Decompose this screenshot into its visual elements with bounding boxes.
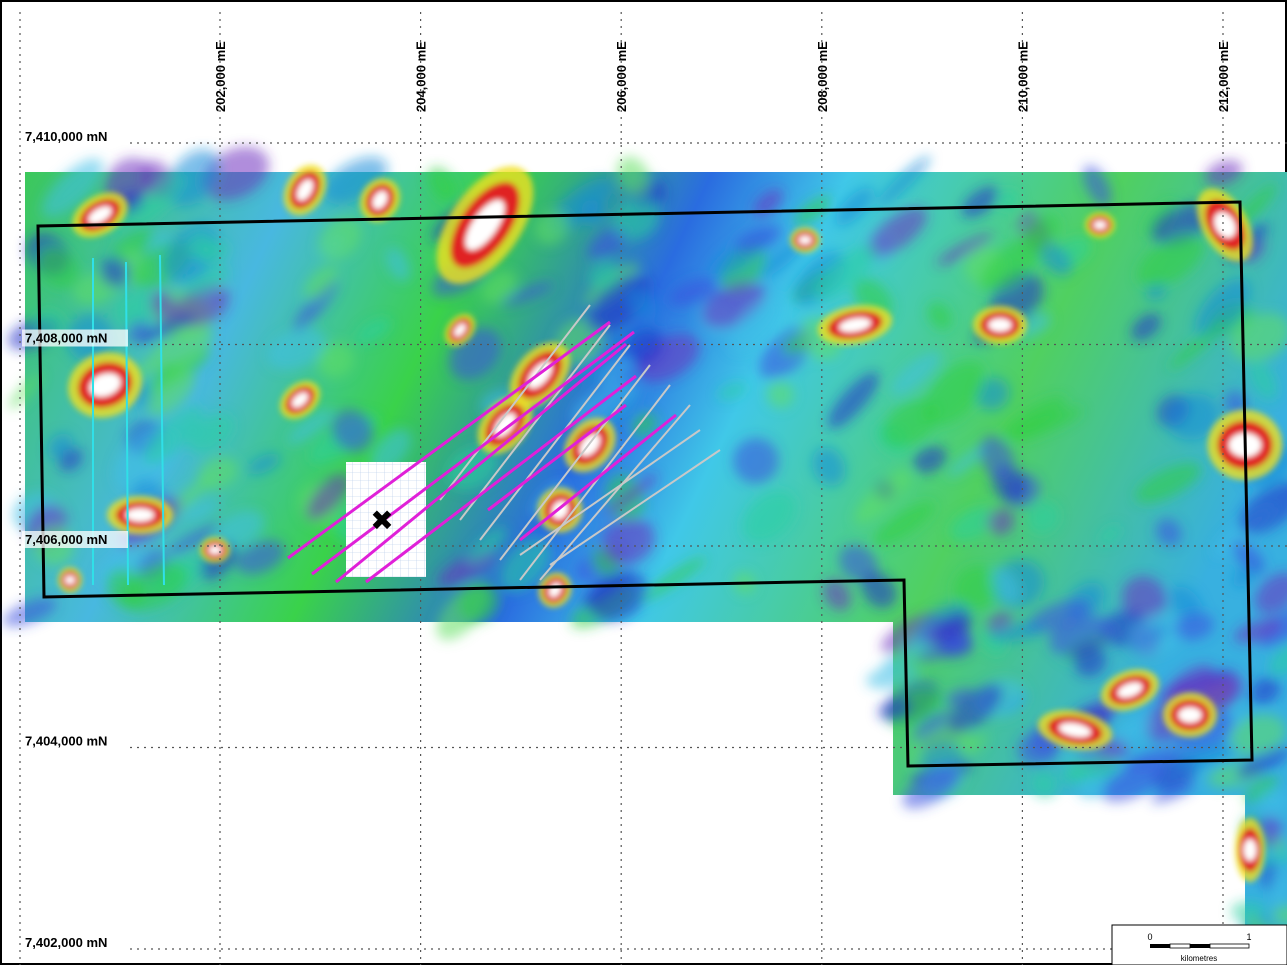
scale-bar-min-label: 0	[1147, 932, 1152, 942]
northing-label: 7,406,000 mN	[25, 532, 107, 547]
survey-line-primary	[519, 413, 677, 542]
easting-labels: 202,000 mE 204,000 mE 206,000 mE 208,000 mE…	[213, 41, 1231, 112]
scale-bar-segments	[1150, 943, 1250, 949]
survey-line-secondary	[499, 364, 651, 561]
northing-label: 7,408,000 mN	[25, 331, 107, 346]
scale-bar-max-label: 1	[1246, 932, 1251, 942]
survey-line-secondary	[479, 344, 631, 541]
survey-line-primary	[365, 374, 637, 584]
flight-line	[159, 254, 165, 586]
survey-line-secondary	[539, 404, 691, 581]
easting-label: 208,000 mE	[815, 41, 830, 112]
survey-line-secondary	[549, 449, 721, 566]
survey-line-primary	[487, 403, 627, 512]
survey-line-secondary	[519, 384, 671, 581]
survey-lines-secondary	[439, 304, 721, 581]
easting-label: 204,000 mE	[414, 41, 429, 112]
survey-line-secondary	[519, 429, 701, 556]
survey-line-primary	[335, 342, 627, 584]
easting-label: 210,000 mE	[1015, 41, 1030, 112]
scale-bar-unit-label: kilometres	[1181, 954, 1217, 963]
easting-label: 202,000 mE	[213, 41, 228, 112]
tenement-boundary	[36, 200, 1254, 768]
scale-bar: 0 1 kilometres	[1111, 924, 1287, 965]
survey-lines-primary	[287, 320, 677, 584]
northing-labels: 7,410,000 mN 7,408,000 mN 7,406,000 mN 7,40…	[22, 128, 128, 951]
target-marker: ✖	[370, 505, 393, 536]
easting-label: 212,000 mE	[1216, 41, 1231, 112]
northing-label: 7,410,000 mN	[25, 129, 107, 144]
survey-line-secondary	[459, 324, 611, 521]
survey-line-primary	[311, 330, 635, 576]
survey-line-primary	[287, 320, 611, 560]
easting-label: 206,000 mE	[614, 41, 629, 112]
survey-line-secondary	[439, 304, 591, 501]
northing-label: 7,404,000 mN	[25, 734, 107, 749]
northing-label: 7,402,000 mN	[25, 935, 107, 950]
